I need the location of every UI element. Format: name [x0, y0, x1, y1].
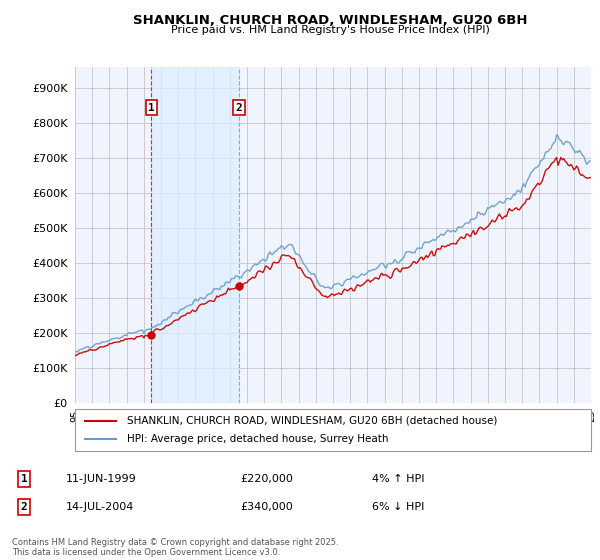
Text: SHANKLIN, CHURCH ROAD, WINDLESHAM, GU20 6BH (detached house): SHANKLIN, CHURCH ROAD, WINDLESHAM, GU20 … [127, 416, 497, 426]
Text: 11-JUN-1999: 11-JUN-1999 [66, 474, 137, 484]
Text: £220,000: £220,000 [240, 474, 293, 484]
Text: £340,000: £340,000 [240, 502, 293, 512]
Text: 4% ↑ HPI: 4% ↑ HPI [372, 474, 425, 484]
Text: 2: 2 [236, 102, 242, 113]
Text: 14-JUL-2004: 14-JUL-2004 [66, 502, 134, 512]
Text: SHANKLIN, CHURCH ROAD, WINDLESHAM, GU20 6BH: SHANKLIN, CHURCH ROAD, WINDLESHAM, GU20 … [133, 14, 527, 27]
Text: Price paid vs. HM Land Registry's House Price Index (HPI): Price paid vs. HM Land Registry's House … [170, 25, 490, 35]
Bar [151, 67, 239, 403]
Text: Contains HM Land Registry data © Crown copyright and database right 2025.
This d: Contains HM Land Registry data © Crown c… [12, 538, 338, 557]
Text: 1: 1 [148, 102, 155, 113]
Text: HPI: Average price, detached house, Surrey Heath: HPI: Average price, detached house, Surr… [127, 434, 388, 444]
Text: 2: 2 [20, 502, 28, 512]
Text: 1: 1 [20, 474, 28, 484]
Text: 6% ↓ HPI: 6% ↓ HPI [372, 502, 424, 512]
